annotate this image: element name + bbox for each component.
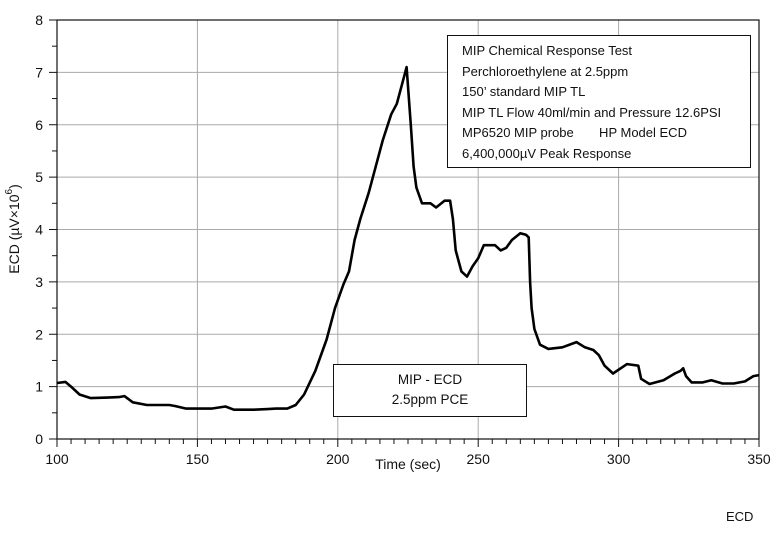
info-line: MP6520 MIP probe HP Model ECD: [462, 125, 687, 140]
y-tick-label: 8: [35, 12, 43, 28]
info-line: Perchloroethylene at 2.5ppm: [462, 63, 629, 79]
x-axis-label: Time (sec): [375, 456, 441, 472]
x-tick-label: 200: [326, 451, 350, 467]
axes: [49, 19, 760, 447]
x-tick-label: 100: [45, 451, 69, 467]
info-line: MIP TL Flow 40ml/min and Pressure 12.6PS…: [462, 104, 722, 120]
y-tick-label: 0: [35, 431, 43, 447]
x-tick-label: 300: [607, 451, 631, 467]
info-line: 150’ standard MIP TL: [462, 84, 586, 99]
series-label-line: MIP - ECD: [397, 372, 463, 387]
info-line: MIP Chemical Response Test: [462, 43, 633, 58]
y-tick-label: 2: [35, 326, 43, 342]
ecd-series-line: [56, 65, 760, 411]
y-tick-label: 7: [35, 64, 43, 80]
y-tick-label: 4: [35, 222, 43, 238]
y-tick-label: 6: [35, 117, 43, 133]
x-tick-label: 150: [186, 451, 210, 467]
x-tick-label: 350: [747, 451, 771, 467]
series-label-line: 2.5ppm PCE: [391, 392, 469, 407]
tick-labels: 100 150 200 250 300 350 0 1 2 3 4 5 6 7 8: [35, 12, 771, 467]
y-tick-label: 5: [35, 169, 43, 185]
y-tick-label: 3: [35, 274, 43, 290]
y-tick-label: 1: [35, 379, 43, 395]
corner-label: ECD: [726, 509, 754, 524]
series-label-box: MIP - ECD 2.5ppm PCE: [333, 364, 527, 417]
x-tick-label: 250: [467, 451, 491, 467]
info-line: 6,400,000µV Peak Response: [462, 145, 632, 161]
y-axis-label: ECD (µV×106): [4, 184, 22, 274]
test-info-box: MIP Chemical Response Test Perchloroethy…: [447, 35, 751, 168]
